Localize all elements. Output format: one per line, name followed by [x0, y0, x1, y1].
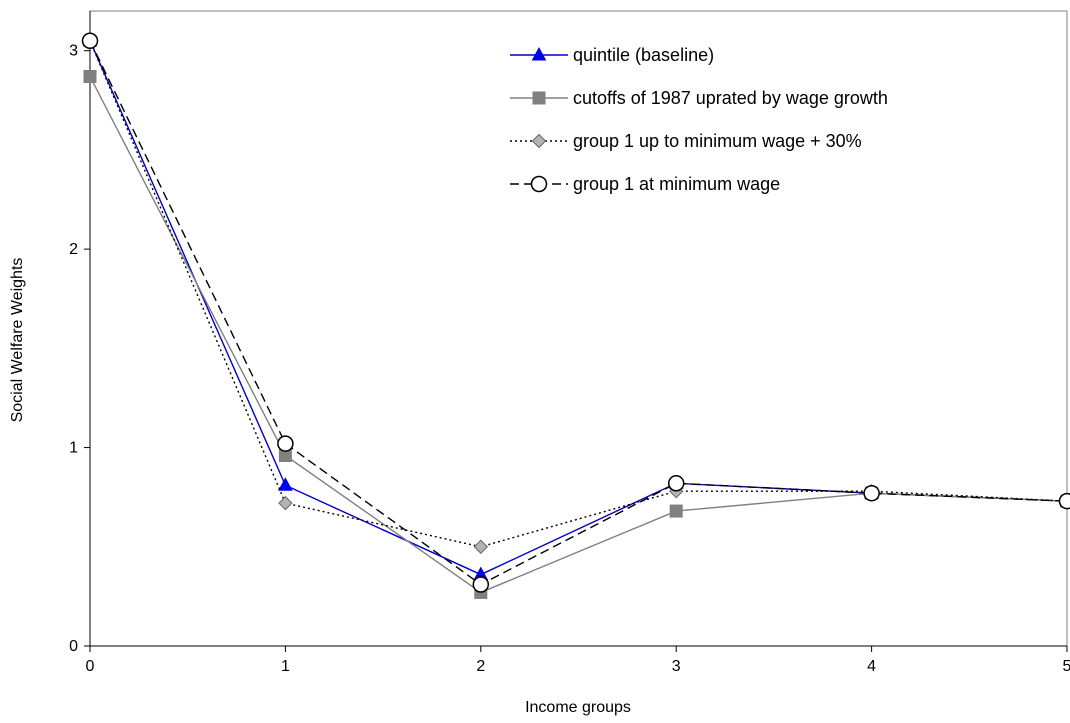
y-tick-label: 0: [69, 638, 78, 655]
y-tick-label: 3: [69, 43, 78, 60]
x-tick-label: 2: [476, 658, 485, 675]
y-tick-label: 1: [69, 440, 78, 457]
legend-label: group 1 up to minimum wage + 30%: [573, 131, 862, 151]
legend-marker-triangle: [531, 46, 547, 61]
legend-item: group 1 up to minimum wage + 30%: [510, 131, 862, 151]
legend-item: quintile (baseline): [510, 45, 714, 65]
data-point-circle: [667, 475, 685, 492]
y-axis-label: Social Welfare Weights: [9, 258, 26, 423]
series-line-circle: [89, 40, 1068, 586]
x-tick-label: 3: [672, 658, 681, 675]
data-point-circle: [1058, 492, 1070, 510]
legend-label: quintile (baseline): [573, 45, 714, 65]
series-circle: [81, 32, 1070, 593]
data-point-circle: [863, 484, 880, 502]
legend-label: group 1 at minimum wage: [573, 174, 780, 194]
x-axis-label: Income groups: [525, 699, 631, 716]
series-group: [81, 32, 1070, 599]
data-point-circle: [472, 576, 490, 593]
series-triangle: [82, 32, 1070, 581]
series-line-diamond: [89, 40, 1068, 548]
data-point-square: [669, 504, 683, 518]
legend-item: group 1 at minimum wage: [510, 174, 780, 194]
legend-marker-diamond: [531, 133, 547, 149]
data-point-diamond: [278, 495, 293, 511]
data-point-triangle: [278, 477, 293, 491]
legend-item: cutoffs of 1987 uprated by wage growth: [510, 88, 888, 108]
legend-label: cutoffs of 1987 uprated by wage growth: [573, 88, 888, 108]
axes: 0 1 2 3 4 5 0 1 2 3: [69, 11, 1070, 675]
data-point-square: [83, 69, 97, 83]
x-tick-label: 5: [1063, 658, 1070, 675]
x-tick-label: 1: [281, 658, 290, 675]
series-diamond: [82, 33, 1070, 554]
y-tick-label: 2: [69, 241, 78, 258]
legend-marker-square: [532, 91, 546, 105]
legend-marker-circle: [530, 175, 548, 193]
data-point-circle: [277, 435, 294, 452]
series-line-square: [89, 76, 1068, 594]
data-point-circle: [81, 32, 99, 50]
data-point-diamond: [473, 539, 489, 554]
x-tick-label: 0: [86, 658, 95, 675]
x-tick-label: 4: [867, 658, 876, 675]
legend: quintile (baseline) cutoffs of 1987 uprat…: [510, 45, 888, 194]
